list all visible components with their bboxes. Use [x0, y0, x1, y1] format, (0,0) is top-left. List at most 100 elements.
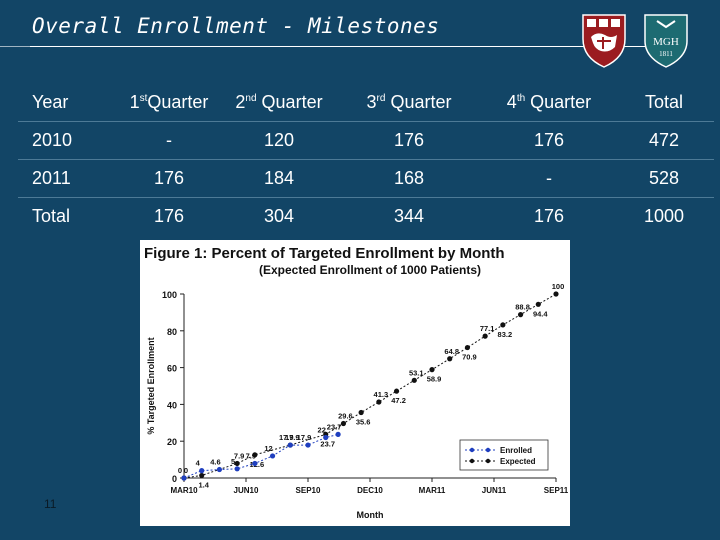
header-q3: 3rd Quarter — [366, 92, 452, 112]
legend-marker-expected — [485, 458, 491, 464]
data-label-expected: 64.8 — [444, 347, 459, 356]
data-point-expected — [482, 333, 488, 339]
data-label-expected: 17.9 — [285, 433, 300, 442]
data-point-enrolled — [252, 460, 258, 467]
legend-label-enrolled: Enrolled — [500, 446, 532, 455]
data-label-expected: 58.9 — [427, 375, 442, 384]
x-axis-label: Month — [357, 510, 384, 520]
table-cell: 120 — [224, 121, 334, 160]
table-cell: 184 — [224, 159, 334, 198]
data-label-enrolled: 22 — [318, 426, 326, 435]
mgh-logo-year: 1811 — [659, 50, 673, 58]
y-tick-label: 20 — [167, 437, 177, 447]
data-label-expected: 47.2 — [391, 396, 406, 405]
header-year: Year — [32, 92, 69, 112]
data-label-expected: 23.7 — [320, 439, 335, 448]
x-tick-label: MAR10 — [170, 486, 198, 495]
data-point-enrolled — [305, 442, 311, 448]
data-label-enrolled: 12 — [264, 444, 272, 453]
x-tick-label: SEP10 — [296, 486, 321, 495]
data-label-expected: 94.4 — [533, 309, 548, 318]
y-axis-label: % Targeted Enrollment — [146, 337, 156, 434]
data-point-expected — [411, 377, 417, 383]
data-point-expected — [447, 356, 453, 362]
table-cell: 344 — [334, 197, 484, 235]
x-tick-label: JUN11 — [482, 486, 507, 495]
table-cell: 168 — [334, 159, 484, 198]
data-label-expected: 29.6 — [338, 412, 353, 421]
header-q4: 4th Quarter — [506, 92, 592, 112]
data-point-enrolled — [269, 453, 276, 459]
data-label-expected: 53.1 — [409, 368, 424, 377]
data-label-enrolled: 17.9 — [297, 433, 312, 442]
data-point-enrolled — [323, 434, 329, 441]
data-label-expected: 77.1 — [480, 324, 495, 333]
enrollment-figure: Figure 1: Percent of Targeted Enrollment… — [140, 240, 570, 526]
enrollment-table: Year 1stQuarter 2nd Quarter 3rd Quarter … — [18, 84, 714, 235]
mgh-shield-logo: MGH 1811 — [644, 14, 688, 68]
slide-title: Overall Enrollment - Milestones — [32, 14, 440, 38]
data-label-expected: 70.9 — [462, 353, 477, 362]
data-point-expected — [252, 452, 258, 458]
table-cell: 304 — [224, 197, 334, 235]
data-point-expected — [393, 388, 400, 394]
table-cell: 176 — [114, 197, 224, 235]
header-total: Total — [644, 92, 684, 112]
title-rule-left — [0, 46, 30, 47]
enrollment-chart: Figure 1: Percent of Targeted Enrollment… — [144, 245, 569, 520]
legend-marker-expected — [469, 458, 475, 464]
data-point-expected — [535, 301, 541, 307]
data-label-enrolled: 5 — [231, 457, 235, 466]
data-point-enrolled — [199, 468, 205, 474]
x-tick-label: JUN10 — [234, 486, 259, 495]
legend-label-expected: Expected — [500, 457, 536, 466]
table-cell: 176 — [334, 121, 484, 160]
table-cell: 176 — [484, 121, 614, 160]
data-point-expected — [340, 420, 347, 427]
data-point-enrolled — [287, 442, 293, 448]
data-point-expected — [376, 399, 382, 405]
data-point-enrolled — [335, 431, 341, 437]
data-label-expected: 35.6 — [356, 417, 371, 426]
table-cell: 528 — [614, 159, 714, 198]
data-point-enrolled — [181, 475, 187, 481]
data-point-expected — [500, 322, 506, 328]
table-header-row: Year 1stQuarter 2nd Quarter 3rd Quarter … — [18, 84, 714, 122]
data-point-expected — [553, 291, 559, 297]
chart-subtitle: (Expected Enrollment of 1000 Patients) — [259, 263, 481, 277]
data-label-expected: 100 — [552, 282, 565, 291]
table-cell: - — [114, 121, 224, 160]
mgh-logo-text: MGH — [653, 36, 679, 48]
table-cell: 2010 — [18, 121, 114, 160]
y-tick-label: 0 — [172, 474, 177, 484]
legend-marker-enrolled — [485, 447, 491, 453]
data-label-expected: 88.8 — [515, 303, 530, 312]
data-label-enrolled: 4 — [196, 459, 201, 468]
table-cell: 176 — [484, 197, 614, 235]
header-q1: 1stQuarter — [129, 92, 209, 112]
page-number: 11 — [44, 497, 57, 511]
data-label-enrolled: 0 — [178, 466, 182, 475]
data-label-expected: 7.9 — [234, 451, 244, 460]
x-tick-label: SEP11 — [544, 486, 569, 495]
harvard-shield-logo — [582, 14, 626, 68]
data-point-expected — [234, 460, 240, 467]
data-label-expected: 0 — [184, 466, 188, 475]
x-tick-label: DEC10 — [357, 486, 383, 495]
data-label-enrolled: 23.7 — [327, 422, 342, 431]
y-tick-label: 80 — [167, 327, 177, 337]
legend-box — [459, 439, 549, 471]
table-row: Total 176 304 344 176 1000 — [18, 197, 714, 235]
y-tick-label: 40 — [167, 400, 177, 410]
series-line-enrolled — [183, 433, 339, 479]
table-row: 2010 - 120 176 176 472 — [18, 121, 714, 160]
table-cell: - — [484, 159, 614, 198]
data-label-enrolled: 4.6 — [210, 458, 220, 467]
table-row: 2011 176 184 168 - 528 — [18, 159, 714, 198]
y-tick-label: 60 — [167, 364, 177, 374]
data-point-enrolled — [234, 466, 240, 472]
data-point-expected — [429, 367, 435, 373]
data-label-expected: 41.3 — [374, 390, 389, 399]
chart-title: Figure 1: Percent of Targeted Enrollment… — [144, 245, 505, 262]
table-cell: 472 — [614, 121, 714, 160]
